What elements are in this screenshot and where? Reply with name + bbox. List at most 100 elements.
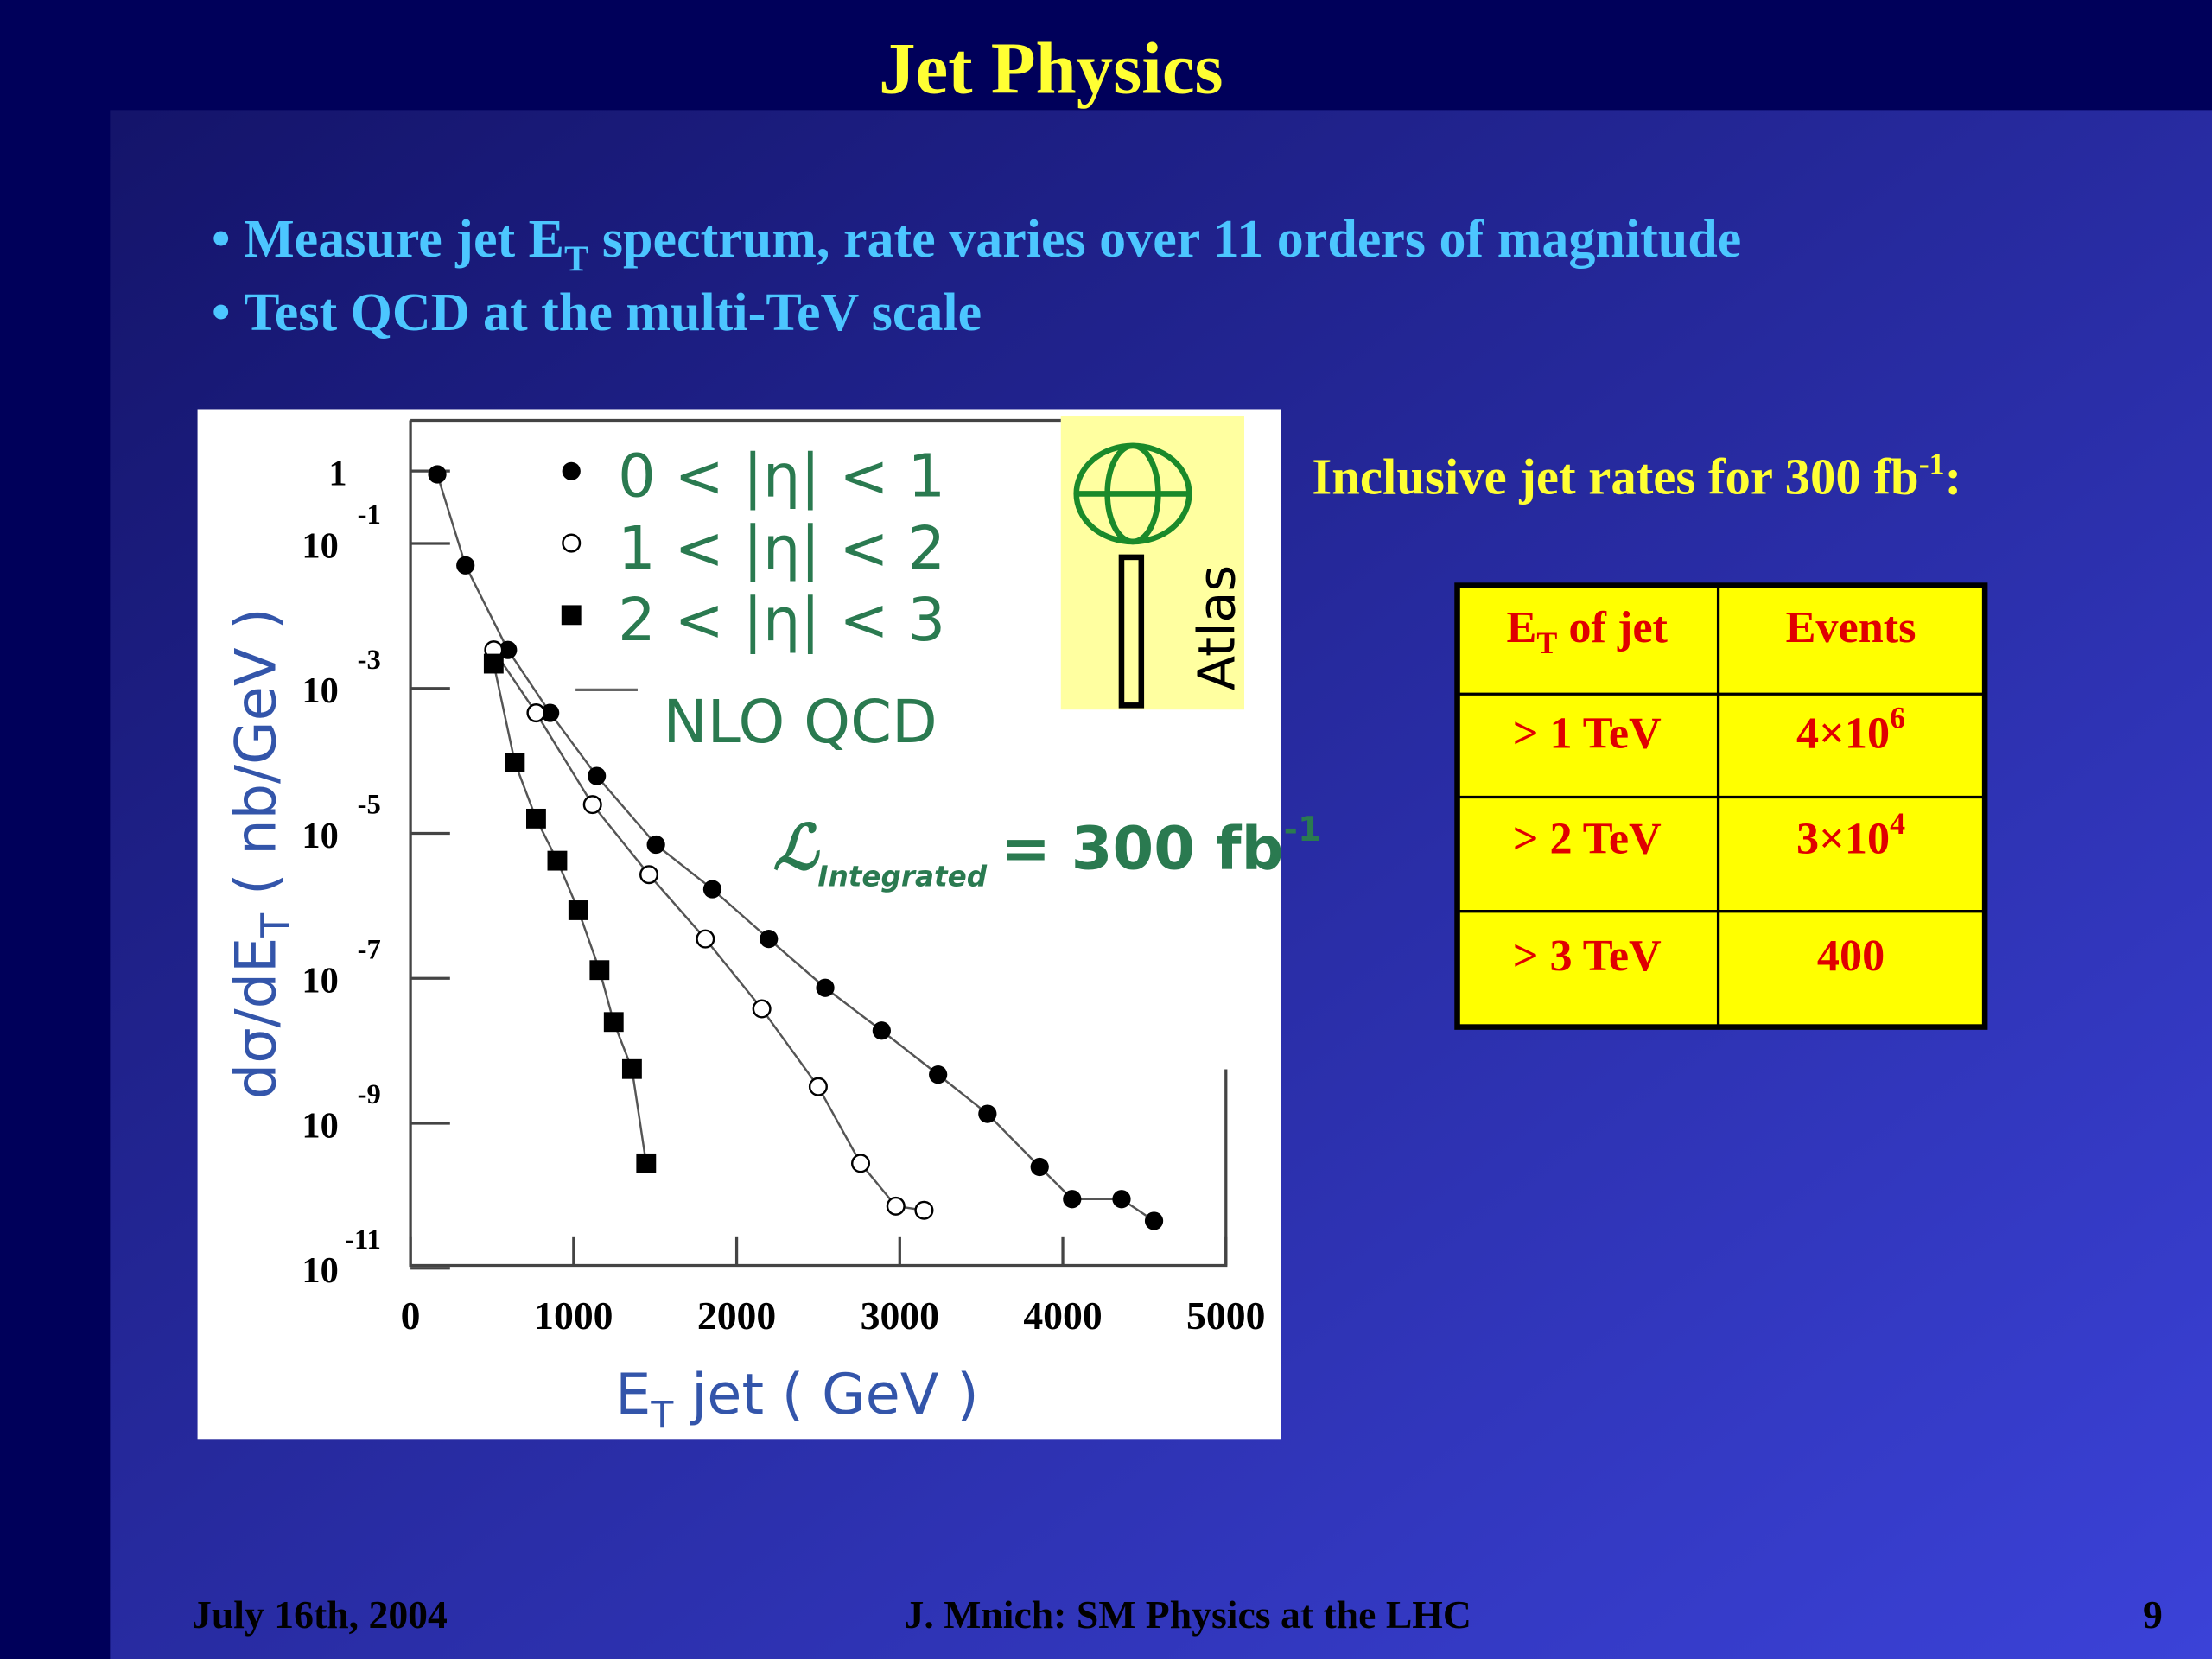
- legend-marker: [562, 461, 581, 480]
- y-tick-exponent: -5: [358, 790, 381, 821]
- data-point: [526, 703, 546, 723]
- superscript: -1: [1919, 447, 1945, 481]
- table-cell: 3×104: [1796, 806, 1905, 864]
- data-point: [525, 808, 546, 829]
- label-text: E: [615, 1362, 651, 1427]
- table-cell: > 3 TeV: [1513, 931, 1662, 981]
- y-tick-exponent: -3: [358, 645, 381, 676]
- cell-text: > 2 TeV: [1513, 814, 1662, 864]
- bullet: • Measure jet ET spectrum, rate varies o…: [212, 210, 1741, 279]
- data-point: [914, 1200, 934, 1220]
- data-point: [808, 1077, 828, 1096]
- data-point: [505, 753, 525, 772]
- table-cell: 400: [1817, 931, 1885, 981]
- data-point: [1030, 1157, 1049, 1177]
- table-cell: > 1 TeV: [1513, 708, 1662, 758]
- label-text: dσ/dE: [223, 938, 289, 1100]
- cell-text: of jet: [1557, 602, 1668, 652]
- x-tick-label: 5000: [1186, 1294, 1265, 1338]
- logo-label: Atlas: [1187, 565, 1247, 690]
- data-point: [872, 1021, 891, 1040]
- y-tick-exponent: -11: [345, 1224, 381, 1255]
- y-tick-label: 10: [302, 961, 338, 1001]
- heading-text: :: [1945, 448, 1962, 505]
- data-point: [568, 900, 588, 920]
- data-point: [588, 766, 607, 785]
- data-point: [1144, 1211, 1164, 1230]
- y-tick-exponent: -1: [358, 499, 381, 531]
- data-point: [816, 978, 835, 997]
- footer-date: July 16th, 2004: [192, 1592, 448, 1637]
- nlo-curve: [435, 474, 1155, 1222]
- subscript: T: [253, 912, 299, 938]
- x-tick-label: 4000: [1023, 1294, 1102, 1338]
- data-point: [1063, 1190, 1082, 1209]
- data-point: [1112, 1190, 1131, 1209]
- data-point: [696, 929, 715, 949]
- heading-text: Inclusive jet rates for 300 fb: [1312, 448, 1918, 505]
- footer-page: 9: [2143, 1592, 2163, 1637]
- bullet-text: spectrum, rate varies over 11 orders of …: [588, 210, 1741, 269]
- legend-label: 1 < |η| < 2: [618, 514, 945, 583]
- label-text: ( nb/GeV ): [223, 607, 289, 913]
- subscript: T: [650, 1395, 674, 1437]
- x-tick-label: 0: [401, 1294, 421, 1338]
- cell-text: 400: [1817, 931, 1885, 981]
- y-tick-label: 10: [302, 1105, 338, 1146]
- data-point: [646, 835, 665, 855]
- table-frame: [1454, 582, 1988, 1030]
- cell-text: > 3 TeV: [1513, 931, 1662, 981]
- axis-frame: [409, 420, 1228, 1268]
- subscript: T: [564, 238, 588, 279]
- x-tick-label: 2000: [697, 1294, 776, 1338]
- data-point: [621, 1058, 642, 1079]
- subscript: Integrated: [817, 860, 987, 893]
- table-cell: > 2 TeV: [1513, 814, 1662, 864]
- legend-marker: [561, 605, 582, 626]
- annotation: ℒIntegrated = 300 fb-1: [773, 810, 1322, 893]
- data-point: [760, 930, 779, 949]
- legend-label: NLO QCD: [663, 688, 937, 757]
- table: [1454, 582, 1988, 1030]
- data-point: [483, 653, 504, 674]
- data-point: [978, 1104, 997, 1123]
- superscript: 4: [1890, 806, 1905, 841]
- cell-text: 3×10: [1796, 814, 1890, 864]
- bullet: • Test QCD at the multi-TeV scale: [212, 283, 982, 342]
- subscript: T: [1536, 626, 1557, 660]
- atlas-logo: [1073, 442, 1192, 709]
- data-point: [541, 703, 560, 722]
- data-point: [636, 1153, 657, 1173]
- data-point: [702, 880, 722, 899]
- y-tick-label: 1: [328, 453, 346, 493]
- legend-marker: [562, 533, 582, 553]
- data-point: [589, 960, 610, 981]
- x-axis-label: ET jet ( GeV ): [615, 1362, 979, 1437]
- bullet-text: Test QCD at the multi-TeV scale: [244, 283, 982, 342]
- x-tick-label: 3000: [861, 1294, 939, 1338]
- y-axis-label: dσ/dET ( nb/GeV ): [223, 607, 298, 1099]
- title: Jet Physics: [879, 29, 1223, 110]
- bullet-text: Measure jet E: [244, 210, 564, 269]
- data-point: [929, 1065, 948, 1084]
- data-point: [547, 850, 568, 871]
- data-point: [886, 1196, 906, 1216]
- nlo-curve: [493, 649, 925, 1211]
- footer-author: J. Mnich: SM Physics at the LHC: [905, 1592, 1471, 1637]
- superscript: -1: [1284, 810, 1322, 849]
- y-tick-exponent: -7: [358, 934, 381, 965]
- legend-label: 0 < |η| < 1: [618, 442, 945, 512]
- data-point: [752, 999, 772, 1019]
- superscript: 6: [1890, 700, 1905, 734]
- data-point: [603, 1012, 624, 1033]
- cell-text: Events: [1786, 602, 1916, 652]
- y-tick-label: 10: [302, 671, 338, 711]
- y-tick-label: 10: [302, 1250, 338, 1291]
- cell-text: E: [1507, 602, 1537, 652]
- cell-text: > 1 TeV: [1513, 708, 1662, 758]
- data-point: [456, 556, 475, 575]
- y-tick-exponent: -9: [358, 1079, 381, 1110]
- table-cell: ET of jet: [1507, 602, 1669, 660]
- legend-label: 2 < |η| < 3: [618, 586, 945, 655]
